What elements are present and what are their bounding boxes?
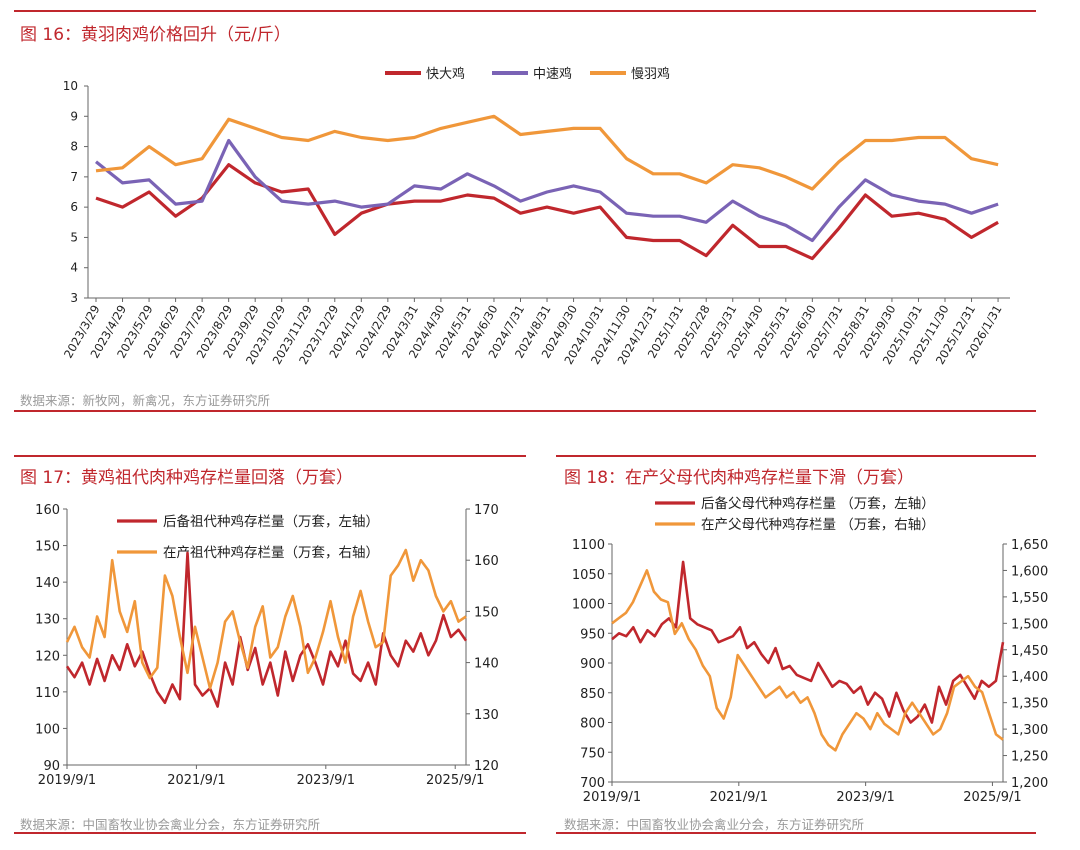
fig17-series-line-1: [65, 548, 467, 690]
fig18-left-tick-label: 1050: [572, 568, 605, 583]
fig16-top-rule: [14, 10, 1036, 12]
fig17-x-tick-label: 2023/9/1: [297, 773, 355, 788]
fig18-x-tick-label: 2025/9/1: [963, 790, 1021, 805]
fig17-left-tick-label: 120: [35, 649, 60, 664]
fig17-x-tick-label: 2025/9/1: [426, 773, 484, 788]
fig16-legend-label: 慢羽鸡: [631, 66, 670, 82]
fig18-right-tick-label: 1,650: [1011, 538, 1048, 553]
fig17-right-tick-label: 120: [474, 759, 499, 774]
fig16-y-tick-label: 8: [70, 140, 78, 154]
fig18-left-tick-label: 900: [580, 657, 605, 672]
fig17-x-tick-label: 2019/9/1: [38, 773, 96, 788]
fig18-top-rule: [556, 455, 1036, 457]
fig17-left-tick-label: 100: [35, 722, 60, 737]
fig18-legend-label: 后备父母代种鸡存栏量 （万套，左轴）: [701, 495, 935, 512]
fig18-title: 图 18：在产父母代肉种鸡存栏量下滑（万套）: [564, 468, 915, 488]
fig17-left-tick-label: 90: [43, 759, 60, 774]
fig16-bottom-rule: [14, 410, 1036, 412]
fig17-chart: 90 100 110 120 130 140 150 160 120 130 140 150 160 17…: [35, 503, 499, 788]
fig18-left-tick-label: 700: [580, 776, 605, 791]
fig18-series-line-1: [611, 569, 1004, 752]
fig18-bottom-rule: [556, 832, 1036, 834]
fig18-right-tick-label: 1,350: [1011, 697, 1048, 712]
fig16-y-tick-label: 7: [70, 170, 78, 184]
fig17-x-tick-label: 2021/9/1: [167, 773, 225, 788]
fig17-right-tick-label: 140: [474, 657, 499, 672]
fig17-right-tick-label: 130: [474, 708, 499, 723]
fig17-series-line-0: [65, 551, 468, 708]
fig17-right-tick-label: 160: [474, 554, 499, 569]
fig16-series-line-2: [95, 114, 999, 191]
fig18-x-tick-label: 2019/9/1: [583, 790, 641, 805]
fig17-left-tick-label: 150: [35, 540, 60, 555]
fig16-series-line-1: [95, 138, 999, 243]
fig16-y-tick-label: 10: [63, 79, 78, 93]
fig17-source: 数据来源：中国畜牧业协会禽业分会，东方证券研究所: [20, 817, 321, 832]
fig16-title: 图 16：黄羽肉鸡价格回升（元/斤）: [20, 25, 291, 45]
fig18-series-line-0: [611, 560, 1005, 724]
fig17-right-tick-label: 150: [474, 605, 499, 620]
fig16-y-tick-label: 4: [70, 261, 78, 275]
fig18-x-tick-label: 2023/9/1: [836, 790, 894, 805]
fig16-y-tick-label: 6: [70, 200, 78, 214]
fig18-right-tick-label: 1,500: [1011, 617, 1048, 632]
fig18-right-tick-label: 1,550: [1011, 591, 1048, 606]
fig18-left-tick-label: 750: [580, 746, 605, 761]
fig18-right-tick-label: 1,600: [1011, 564, 1048, 579]
fig16-y-tick-label: 3: [70, 291, 78, 305]
fig17-left-tick-label: 160: [35, 503, 60, 518]
fig17-title: 图 17：黄鸡祖代肉种鸡存栏量回落（万套）: [20, 468, 354, 488]
fig16-legend-label: 中速鸡: [533, 66, 572, 82]
fig18-right-tick-label: 1,300: [1011, 723, 1048, 738]
fig17-legend-label: 后备祖代种鸡存栏量（万套，左轴）: [163, 513, 379, 530]
fig18-right-tick-label: 1,200: [1011, 776, 1048, 791]
fig17-left-tick-label: 140: [35, 576, 60, 591]
fig16-y-tick-label: 5: [70, 230, 78, 244]
fig18-right-tick-label: 1,250: [1011, 750, 1048, 765]
fig17-legend-label: 在产祖代种鸡存栏量（万套，右轴）: [163, 544, 379, 561]
fig16-y-tick-label: 9: [70, 109, 78, 123]
fig17-top-rule: [14, 455, 526, 457]
fig18-right-tick-label: 1,450: [1011, 644, 1048, 659]
fig16-source: 数据来源：新牧网，新禽况，东方证券研究所: [20, 393, 271, 408]
fig18-left-tick-label: 1000: [572, 598, 605, 613]
fig16-chart: 3456789102023/3/292023/4/292023/5/292023…: [61, 66, 1010, 367]
fig18-x-tick-label: 2021/9/1: [710, 790, 768, 805]
fig18-left-tick-label: 850: [580, 687, 605, 702]
fig17-left-tick-label: 130: [35, 613, 60, 628]
fig16-legend-label: 快大鸡: [426, 66, 465, 82]
fig17-left-tick-label: 110: [35, 686, 60, 701]
fig18-legend-label: 在产父母代种鸡存栏量 （万套，右轴）: [701, 516, 935, 533]
fig17-bottom-rule: [14, 832, 526, 834]
fig18-left-tick-label: 950: [580, 627, 605, 642]
fig17-right-tick-label: 170: [474, 503, 499, 518]
fig18-left-tick-label: 800: [580, 717, 605, 732]
fig18-source: 数据来源：中国畜牧业协会禽业分会，东方证券研究所: [564, 817, 865, 832]
fig18-right-tick-label: 1,400: [1011, 670, 1048, 685]
fig18-left-tick-label: 1100: [572, 538, 605, 553]
fig16-series-line-0: [95, 163, 999, 261]
